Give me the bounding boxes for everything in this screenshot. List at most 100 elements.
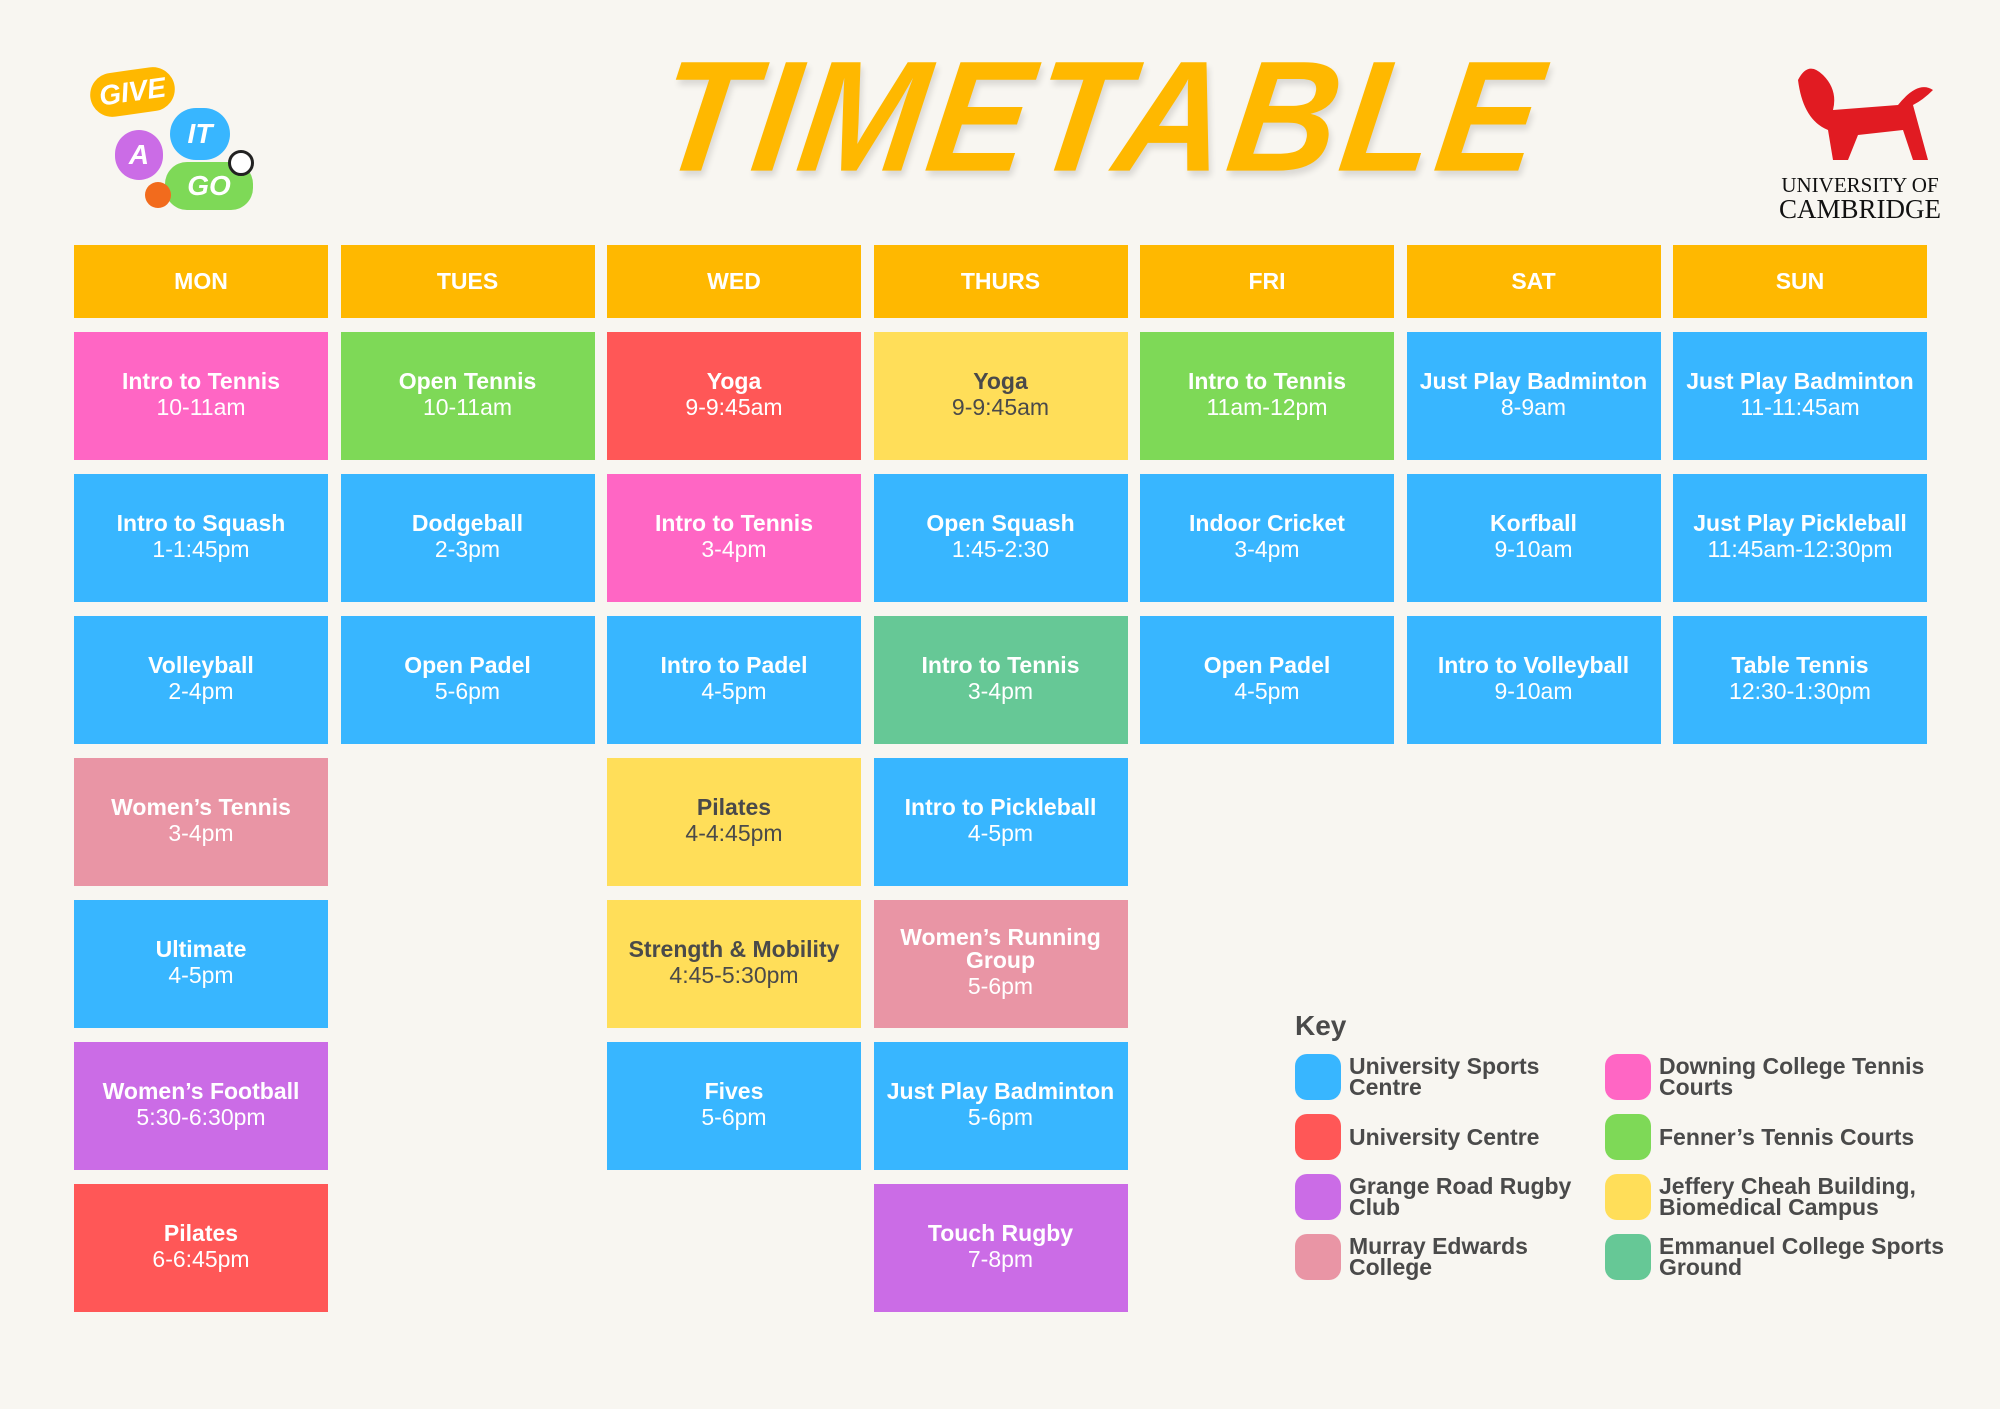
session-name: Women’s Running Group — [900, 924, 1101, 974]
session-time: 2-3pm — [434, 535, 501, 562]
session-time: 8-9am — [1500, 393, 1567, 420]
session-card: Intro to Pickleball 4-5pm — [873, 758, 1128, 886]
session-card: Just Play Badminton 5-6pm — [873, 1042, 1128, 1170]
key-item: Murray Edwards College — [1295, 1234, 1605, 1280]
day-column-mon: MON Intro to Tennis 10-11am Intro to Squash… — [74, 245, 328, 1312]
session-card: Pilates 6-6:45pm — [74, 1184, 328, 1312]
day-header: THURS — [873, 245, 1128, 318]
session-name: Just Play Pickleball — [1693, 509, 1907, 536]
session-card: Pilates 4-4:45pm — [607, 758, 861, 886]
give-it-a-go-logo: GIVE IT A GO — [75, 60, 265, 215]
session-name: Strength & Mobility — [628, 935, 840, 962]
session-time: 1:45-2:30 — [951, 535, 1050, 562]
session-name: Intro to Tennis — [121, 367, 280, 394]
basketball-icon — [145, 182, 171, 208]
session-time: 9-9:45am — [951, 393, 1050, 420]
day-column-sun: SUN Just Play Badminton 11-11:45am Just Pla… — [1673, 245, 1927, 744]
session-name: Dodgeball — [411, 509, 524, 536]
session-name: Indoor Cricket — [1189, 509, 1345, 536]
session-time: 5-6pm — [967, 1103, 1034, 1130]
session-name: Women’s Tennis — [111, 793, 291, 820]
session-name: Korfball — [1490, 509, 1577, 536]
session-name: Volleyball — [148, 651, 254, 678]
session-time: 9-10am — [1494, 535, 1573, 562]
key-legend: Key University Sports Centre Downing Coll… — [1295, 1010, 1975, 1280]
session-card: Volleyball 2-4pm — [74, 616, 328, 744]
key-item: Downing College Tennis Courts — [1605, 1054, 1945, 1100]
session-card: Table Tennis 12:30-1:30pm — [1673, 616, 1927, 744]
session-card: Women’s Tennis 3-4pm — [74, 758, 328, 886]
key-title: Key — [1295, 1010, 1347, 1041]
session-name: Intro to Tennis — [1187, 367, 1346, 394]
key-item: Emmanuel College Sports Ground — [1605, 1234, 1945, 1280]
session-time: 4-5pm — [967, 819, 1034, 846]
day-header: SUN — [1673, 245, 1927, 318]
session-time: 1-1:45pm — [152, 535, 250, 562]
day-header: WED — [607, 245, 861, 318]
color-swatch — [1605, 1234, 1651, 1280]
logo-word-give: GIVE — [87, 64, 178, 120]
day-column-tues: TUES Open Tennis 10-11am Dodgeball 2-3pm Open… — [340, 245, 595, 744]
session-time: 4-5pm — [1234, 677, 1300, 704]
session-time: 2-4pm — [168, 677, 234, 704]
key-label: Emmanuel College Sports Ground — [1659, 1233, 1945, 1280]
session-time: 10-11am — [422, 393, 513, 420]
session-name: Intro to Squash — [116, 509, 286, 536]
session-time: 4:45-5:30pm — [669, 961, 799, 988]
key-item: University Sports Centre — [1295, 1054, 1605, 1100]
session-card: Intro to Squash 1-1:45pm — [74, 474, 328, 602]
session-card: Intro to Tennis 3-4pm — [607, 474, 861, 602]
session-card: Intro to Tennis 10-11am — [74, 332, 328, 460]
session-card: Just Play Pickleball 11:45am-12:30pm — [1673, 474, 1927, 602]
session-card: Korfball 9-10am — [1406, 474, 1661, 602]
session-name: Intro to Padel — [660, 651, 808, 678]
color-swatch — [1295, 1234, 1341, 1280]
session-card: Ultimate 4-5pm — [74, 900, 328, 1028]
key-item: Fenner’s Tennis Courts — [1605, 1114, 1945, 1160]
session-time: 3-4pm — [168, 819, 234, 846]
session-card: Yoga 9-9:45am — [607, 332, 861, 460]
day-column-thurs: THURS Yoga 9-9:45am Open Squash 1:45-2:30 Int… — [873, 245, 1128, 1312]
key-label: University Sports Centre — [1349, 1053, 1540, 1100]
lion-crest-icon — [1797, 68, 1933, 160]
session-card: Intro to Tennis 3-4pm — [873, 616, 1128, 744]
session-time: 3-4pm — [1234, 535, 1300, 562]
logo-word-a: A — [115, 130, 163, 180]
day-header: SAT — [1406, 245, 1661, 318]
session-name: Table Tennis — [1731, 651, 1869, 678]
session-card: Strength & Mobility 4:45-5:30pm — [607, 900, 861, 1028]
session-time: 5:30-6:30pm — [136, 1103, 266, 1130]
session-name: Open Padel — [404, 651, 531, 678]
session-time: 9-10am — [1494, 677, 1573, 704]
logo-word-it: IT — [170, 108, 230, 160]
session-time: 5-6pm — [701, 1103, 767, 1130]
session-card: Open Padel 4-5pm — [1140, 616, 1394, 744]
session-name: Open Tennis — [398, 367, 537, 394]
session-card: Just Play Badminton 8-9am — [1406, 332, 1661, 460]
session-time: 5-6pm — [967, 973, 1034, 1000]
color-swatch — [1605, 1174, 1651, 1220]
session-time: 11am-12pm — [1206, 393, 1328, 420]
session-card: Just Play Badminton 11-11:45am — [1673, 332, 1927, 460]
color-swatch — [1295, 1114, 1341, 1160]
session-card: Open Squash 1:45-2:30 — [873, 474, 1128, 602]
session-time: 10-11am — [156, 393, 246, 420]
session-time: 4-5pm — [168, 961, 234, 988]
key-label: Grange Road Rugby Club — [1349, 1173, 1572, 1220]
session-card: Indoor Cricket 3-4pm — [1140, 474, 1394, 602]
key-label: Fenner’s Tennis Courts — [1659, 1123, 1915, 1150]
session-card: Women’s Football 5:30-6:30pm — [74, 1042, 328, 1170]
session-name: Fives — [704, 1077, 764, 1104]
session-time: 6-6:45pm — [152, 1245, 250, 1272]
session-name: Open Squash — [926, 509, 1075, 536]
session-name: Intro to Tennis — [654, 509, 813, 536]
session-name: Open Padel — [1203, 651, 1331, 678]
session-name: Touch Rugby — [927, 1219, 1074, 1246]
session-name: Pilates — [696, 793, 772, 820]
session-name: Intro to Volleyball — [1437, 651, 1630, 678]
key-label: Jeffery Cheah Building, Biomedical Campu… — [1659, 1173, 1916, 1220]
session-name: Ultimate — [155, 935, 247, 962]
day-column-sat: SAT Just Play Badminton 8-9am Korfball 9-10a… — [1406, 245, 1661, 744]
key-item: Grange Road Rugby Club — [1295, 1174, 1605, 1220]
day-header: FRI — [1140, 245, 1394, 318]
